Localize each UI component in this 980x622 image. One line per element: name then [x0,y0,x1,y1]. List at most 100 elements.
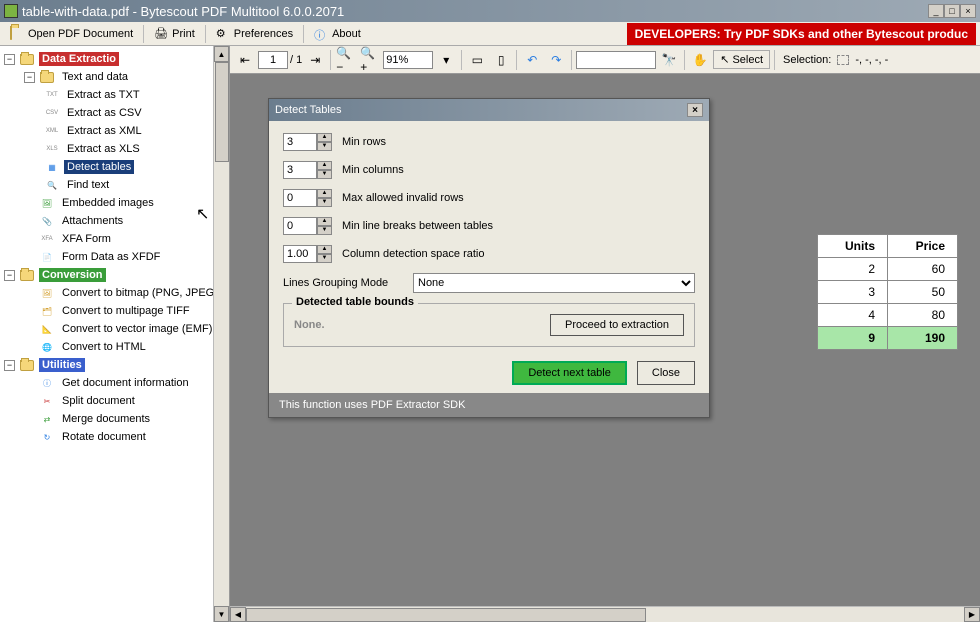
about-button[interactable]: ⓘ About [308,25,367,43]
expander-icon[interactable]: − [4,54,15,65]
item-label: Merge documents [59,412,153,426]
binoculars-icon[interactable]: 🔭 [658,49,680,71]
min-rows-spinner[interactable]: ▲▼ [283,133,332,151]
sidebar-item-conv-bitmap[interactable]: 🖼 Convert to bitmap (PNG, JPEG, [0,284,229,302]
preferences-button[interactable]: ⚙ Preferences [210,25,299,43]
space-ratio-spinner[interactable]: ▲▼ [283,245,332,263]
spin-down-icon[interactable]: ▼ [317,198,332,207]
bounds-fieldset: Detected table bounds None. Proceed to e… [283,303,695,347]
item-label: Convert to bitmap (PNG, JPEG, [59,286,220,300]
sidebar-item-conv-tiff[interactable]: 🗂 Convert to multipage TIFF [0,302,229,320]
minimize-button[interactable]: _ [928,4,944,18]
sidebar-item-form-xfdf[interactable]: 📄 Form Data as XFDF [0,248,229,266]
zoom-out-button[interactable]: 🔍− [335,49,357,71]
spin-up-icon[interactable]: ▲ [317,245,332,254]
zoom-in-button[interactable]: 🔍+ [359,49,381,71]
nav-first-button[interactable]: ⇤ [234,49,256,71]
spin-down-icon[interactable]: ▼ [317,142,332,151]
hand-tool-button[interactable]: ✋ [689,49,711,71]
xls-icon: XLS [44,142,60,156]
spin-up-icon[interactable]: ▲ [317,161,332,170]
content-h-scrollbar[interactable]: ◀ ▶ [230,606,980,622]
expander-icon[interactable]: − [4,360,15,371]
sidebar-cat-conversion[interactable]: − Conversion [0,266,229,284]
min-cols-spinner[interactable]: ▲▼ [283,161,332,179]
min-cols-input[interactable] [283,161,317,179]
scroll-thumb[interactable] [215,62,229,162]
sidebar-item-extract-csv[interactable]: CSV Extract as CSV [0,104,229,122]
expander-icon[interactable]: − [4,270,15,281]
sidebar-item-extract-xls[interactable]: XLS Extract as XLS [0,140,229,158]
scroll-right-icon[interactable]: ▶ [964,607,980,622]
nav-last-button[interactable]: ⇥ [304,49,326,71]
search-input[interactable] [576,51,656,69]
sidebar-item-conv-html[interactable]: 🌐 Convert to HTML [0,338,229,356]
zoom-dropdown[interactable]: ▾ [435,49,457,71]
item-label: Detect tables [64,160,134,174]
scroll-up-icon[interactable]: ▲ [214,46,229,62]
sidebar-item-merge[interactable]: ⇄ Merge documents [0,410,229,428]
sidebar-item-extract-xml[interactable]: XML Extract as XML [0,122,229,140]
sidebar-item-split[interactable]: ✂ Split document [0,392,229,410]
sidebar-item-text-data[interactable]: − Text and data [0,68,229,86]
min-breaks-input[interactable] [283,217,317,235]
dialog-footer: This function uses PDF Extractor SDK [269,393,709,417]
sidebar-cat-utilities[interactable]: − Utilities [0,356,229,374]
attachment-icon: 📎 [39,214,55,228]
scroll-thumb[interactable] [246,608,646,622]
search-icon: 🔍 [44,178,60,192]
spin-down-icon[interactable]: ▼ [317,226,332,235]
item-label: Extract as CSV [64,106,145,120]
space-ratio-input[interactable] [283,245,317,263]
sidebar-item-embedded-images[interactable]: 🖼 Embedded images [0,194,229,212]
min-breaks-label: Min line breaks between tables [342,220,493,232]
fit-width-button[interactable]: ▯ [490,49,512,71]
open-pdf-button[interactable]: Open PDF Document [4,25,139,43]
scroll-left-icon[interactable]: ◀ [230,607,246,622]
spin-up-icon[interactable]: ▲ [317,217,332,226]
fit-page-button[interactable]: ▭ [466,49,488,71]
info-icon: ⓘ [314,27,328,41]
sidebar-item-detect-tables[interactable]: ▦ Detect tables [0,158,229,176]
rotate-left-button[interactable]: ↶ [521,49,543,71]
separator [205,25,206,43]
sidebar-item-attachments[interactable]: 📎 Attachments [0,212,229,230]
html-icon: 🌐 [39,340,55,354]
page-input[interactable] [258,51,288,69]
rotate-right-button[interactable]: ↷ [545,49,567,71]
maximize-button[interactable]: □ [944,4,960,18]
zoom-input[interactable] [383,51,433,69]
min-rows-input[interactable] [283,133,317,151]
developer-banner[interactable]: DEVELOPERS: Try PDF SDKs and other Bytes… [627,23,976,45]
sidebar-item-xfa-form[interactable]: XFA XFA Form [0,230,229,248]
xfa-icon: XFA [39,232,55,246]
folder-icon [19,52,35,66]
sidebar-item-rotate[interactable]: ↻ Rotate document [0,428,229,446]
item-label: Extract as TXT [64,88,143,102]
proceed-button[interactable]: Proceed to extraction [550,314,684,336]
print-button[interactable]: 🖨 Print [148,25,201,43]
spin-down-icon[interactable]: ▼ [317,254,332,263]
spin-up-icon[interactable]: ▲ [317,133,332,142]
sidebar-item-get-info[interactable]: ⓘ Get document information [0,374,229,392]
spin-down-icon[interactable]: ▼ [317,170,332,179]
dialog-titlebar[interactable]: Detect Tables × [269,99,709,121]
dialog-close-button[interactable]: × [687,103,703,117]
select-tool-button[interactable]: ↖ Select [713,50,770,69]
spin-up-icon[interactable]: ▲ [317,189,332,198]
detect-next-button[interactable]: Detect next table [512,361,627,385]
sidebar-item-conv-vector[interactable]: 📐 Convert to vector image (EMF) [0,320,229,338]
sidebar-scrollbar[interactable]: ▲ ▼ [213,46,229,622]
max-invalid-input[interactable] [283,189,317,207]
sidebar-cat-data-extraction[interactable]: − Data Extractio [0,50,229,68]
sidebar-item-extract-txt[interactable]: TXT Extract as TXT [0,86,229,104]
scroll-down-icon[interactable]: ▼ [214,606,229,622]
min-breaks-spinner[interactable]: ▲▼ [283,217,332,235]
expander-icon[interactable]: − [24,72,35,83]
folder-icon [39,70,55,84]
close-window-button[interactable]: × [960,4,976,18]
max-invalid-spinner[interactable]: ▲▼ [283,189,332,207]
sidebar-item-find-text[interactable]: 🔍 Find text [0,176,229,194]
close-dialog-button[interactable]: Close [637,361,695,385]
grouping-select[interactable]: None [413,273,695,293]
